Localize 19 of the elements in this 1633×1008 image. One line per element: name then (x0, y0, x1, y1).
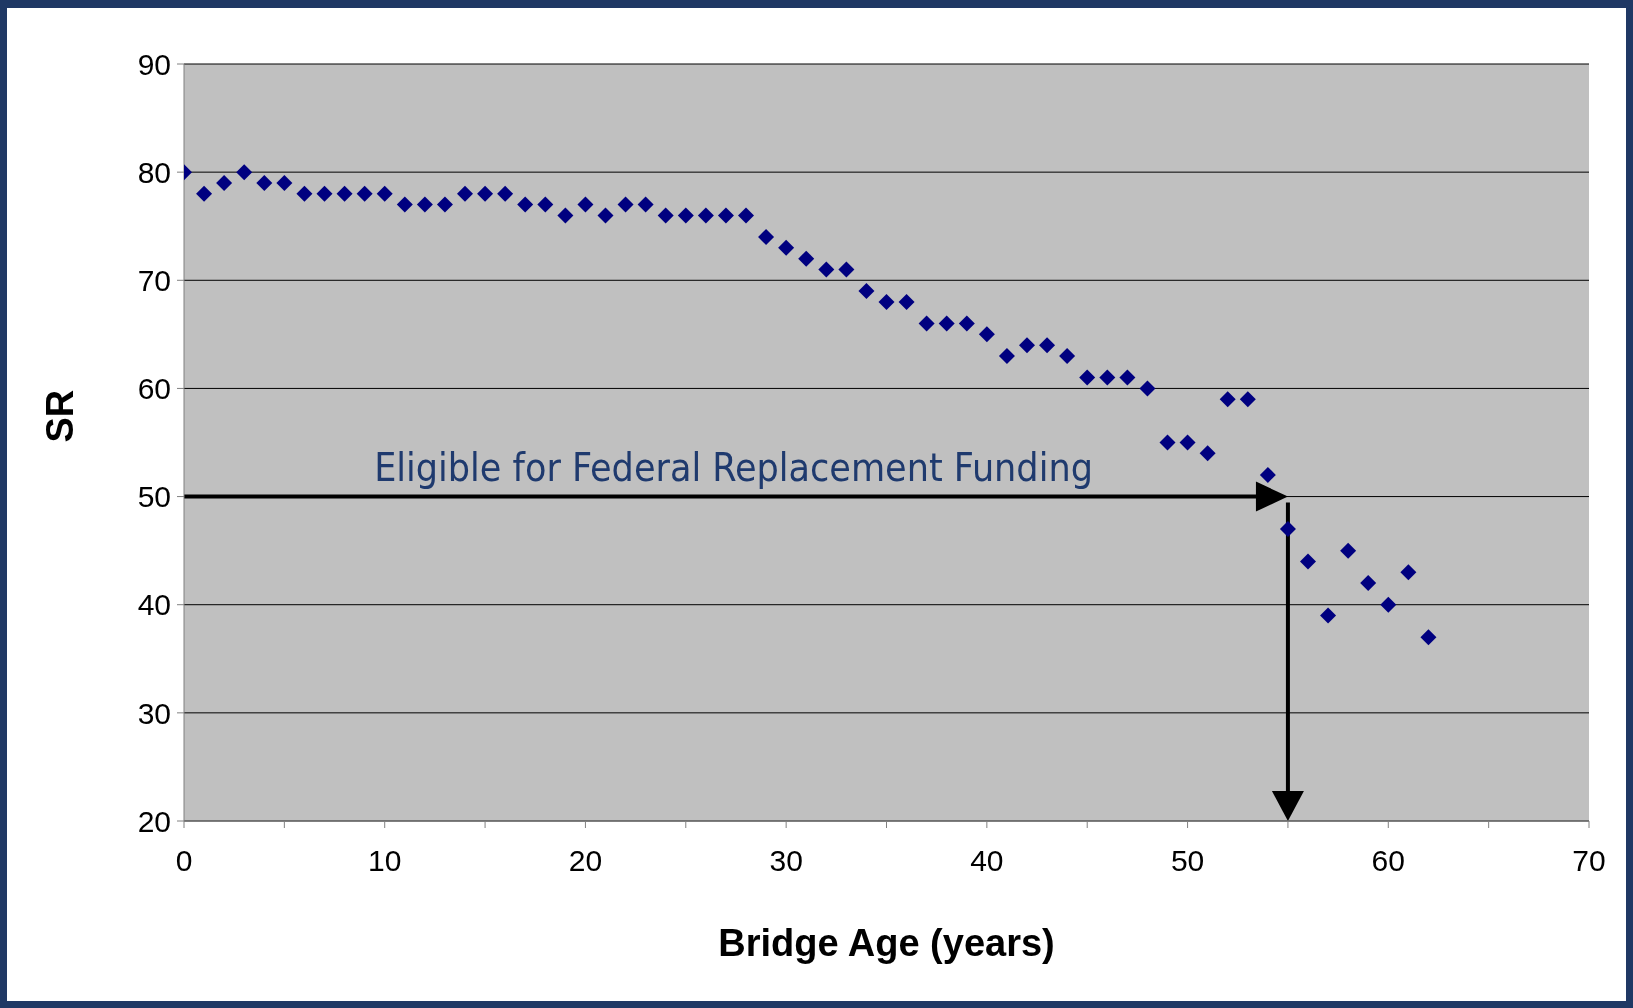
y-tick-label: 20 (137, 804, 171, 838)
y-axis-title: SR (39, 389, 82, 443)
x-tick-label: 10 (368, 844, 402, 878)
y-tick-label: 80 (137, 155, 171, 189)
x-axis-title: Bridge Age (years) (718, 922, 1055, 964)
y-tick-label: 30 (137, 696, 171, 730)
x-tick-label: 30 (769, 844, 803, 878)
x-tick-label: 70 (1572, 844, 1606, 878)
x-tick-label: 0 (175, 844, 193, 878)
x-tick-label: 50 (1170, 844, 1205, 878)
ref-line-label: Eligible for Federal Replacement Funding (374, 444, 1093, 490)
x-tick-label: 20 (568, 844, 603, 878)
x-tick-label: 40 (970, 844, 1004, 878)
y-tick-label: 50 (137, 480, 171, 514)
x-tick-label: 60 (1371, 844, 1405, 878)
y-tick-label: 70 (137, 263, 171, 297)
y-tick-label: 60 (137, 372, 171, 406)
y-tick-label: 90 (137, 47, 171, 81)
y-tick-label: 40 (137, 588, 171, 622)
